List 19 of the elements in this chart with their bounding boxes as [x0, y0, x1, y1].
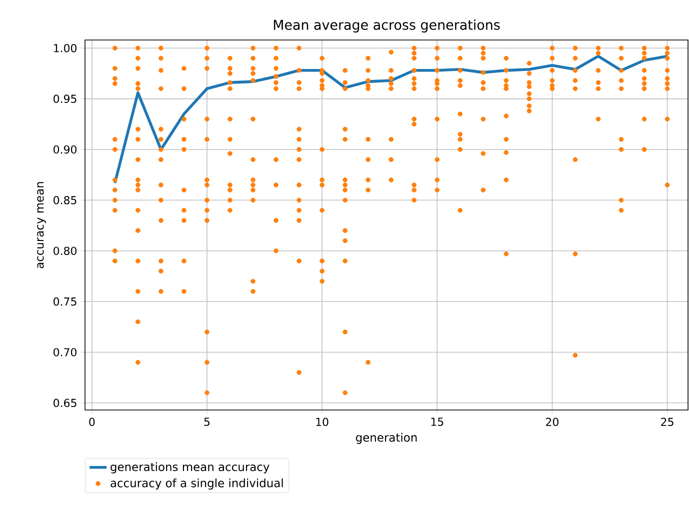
chart-title: Mean average across generations — [274, 19, 500, 32]
y-tick-label: 0.90 — [54, 145, 76, 154]
x-tick-label: 25 — [661, 418, 674, 426]
x-tick-label: 0 — [89, 418, 95, 426]
x-tick-label: 20 — [546, 418, 558, 426]
y-tick-label: 1.00 — [54, 44, 76, 52]
legend-label: accuracy of a single individual — [110, 478, 283, 490]
y-tick-label: 0.95 — [54, 94, 76, 103]
y-tick-label: 0.75 — [54, 297, 76, 306]
y-tick-label: 0.85 — [54, 196, 76, 204]
x-tick-label: 10 — [316, 418, 328, 426]
x-tick-label: 15 — [431, 418, 444, 426]
x-axis-title: generation — [356, 432, 417, 444]
x-tick-label: 5 — [204, 418, 210, 426]
y-axis-title: accuracy mean — [37, 182, 46, 268]
legend-label: generations mean accuracy — [110, 462, 270, 474]
y-tick-label: 0.70 — [54, 348, 76, 356]
y-tick-label: 0.80 — [54, 246, 76, 255]
y-tick-label: 0.65 — [54, 398, 76, 408]
